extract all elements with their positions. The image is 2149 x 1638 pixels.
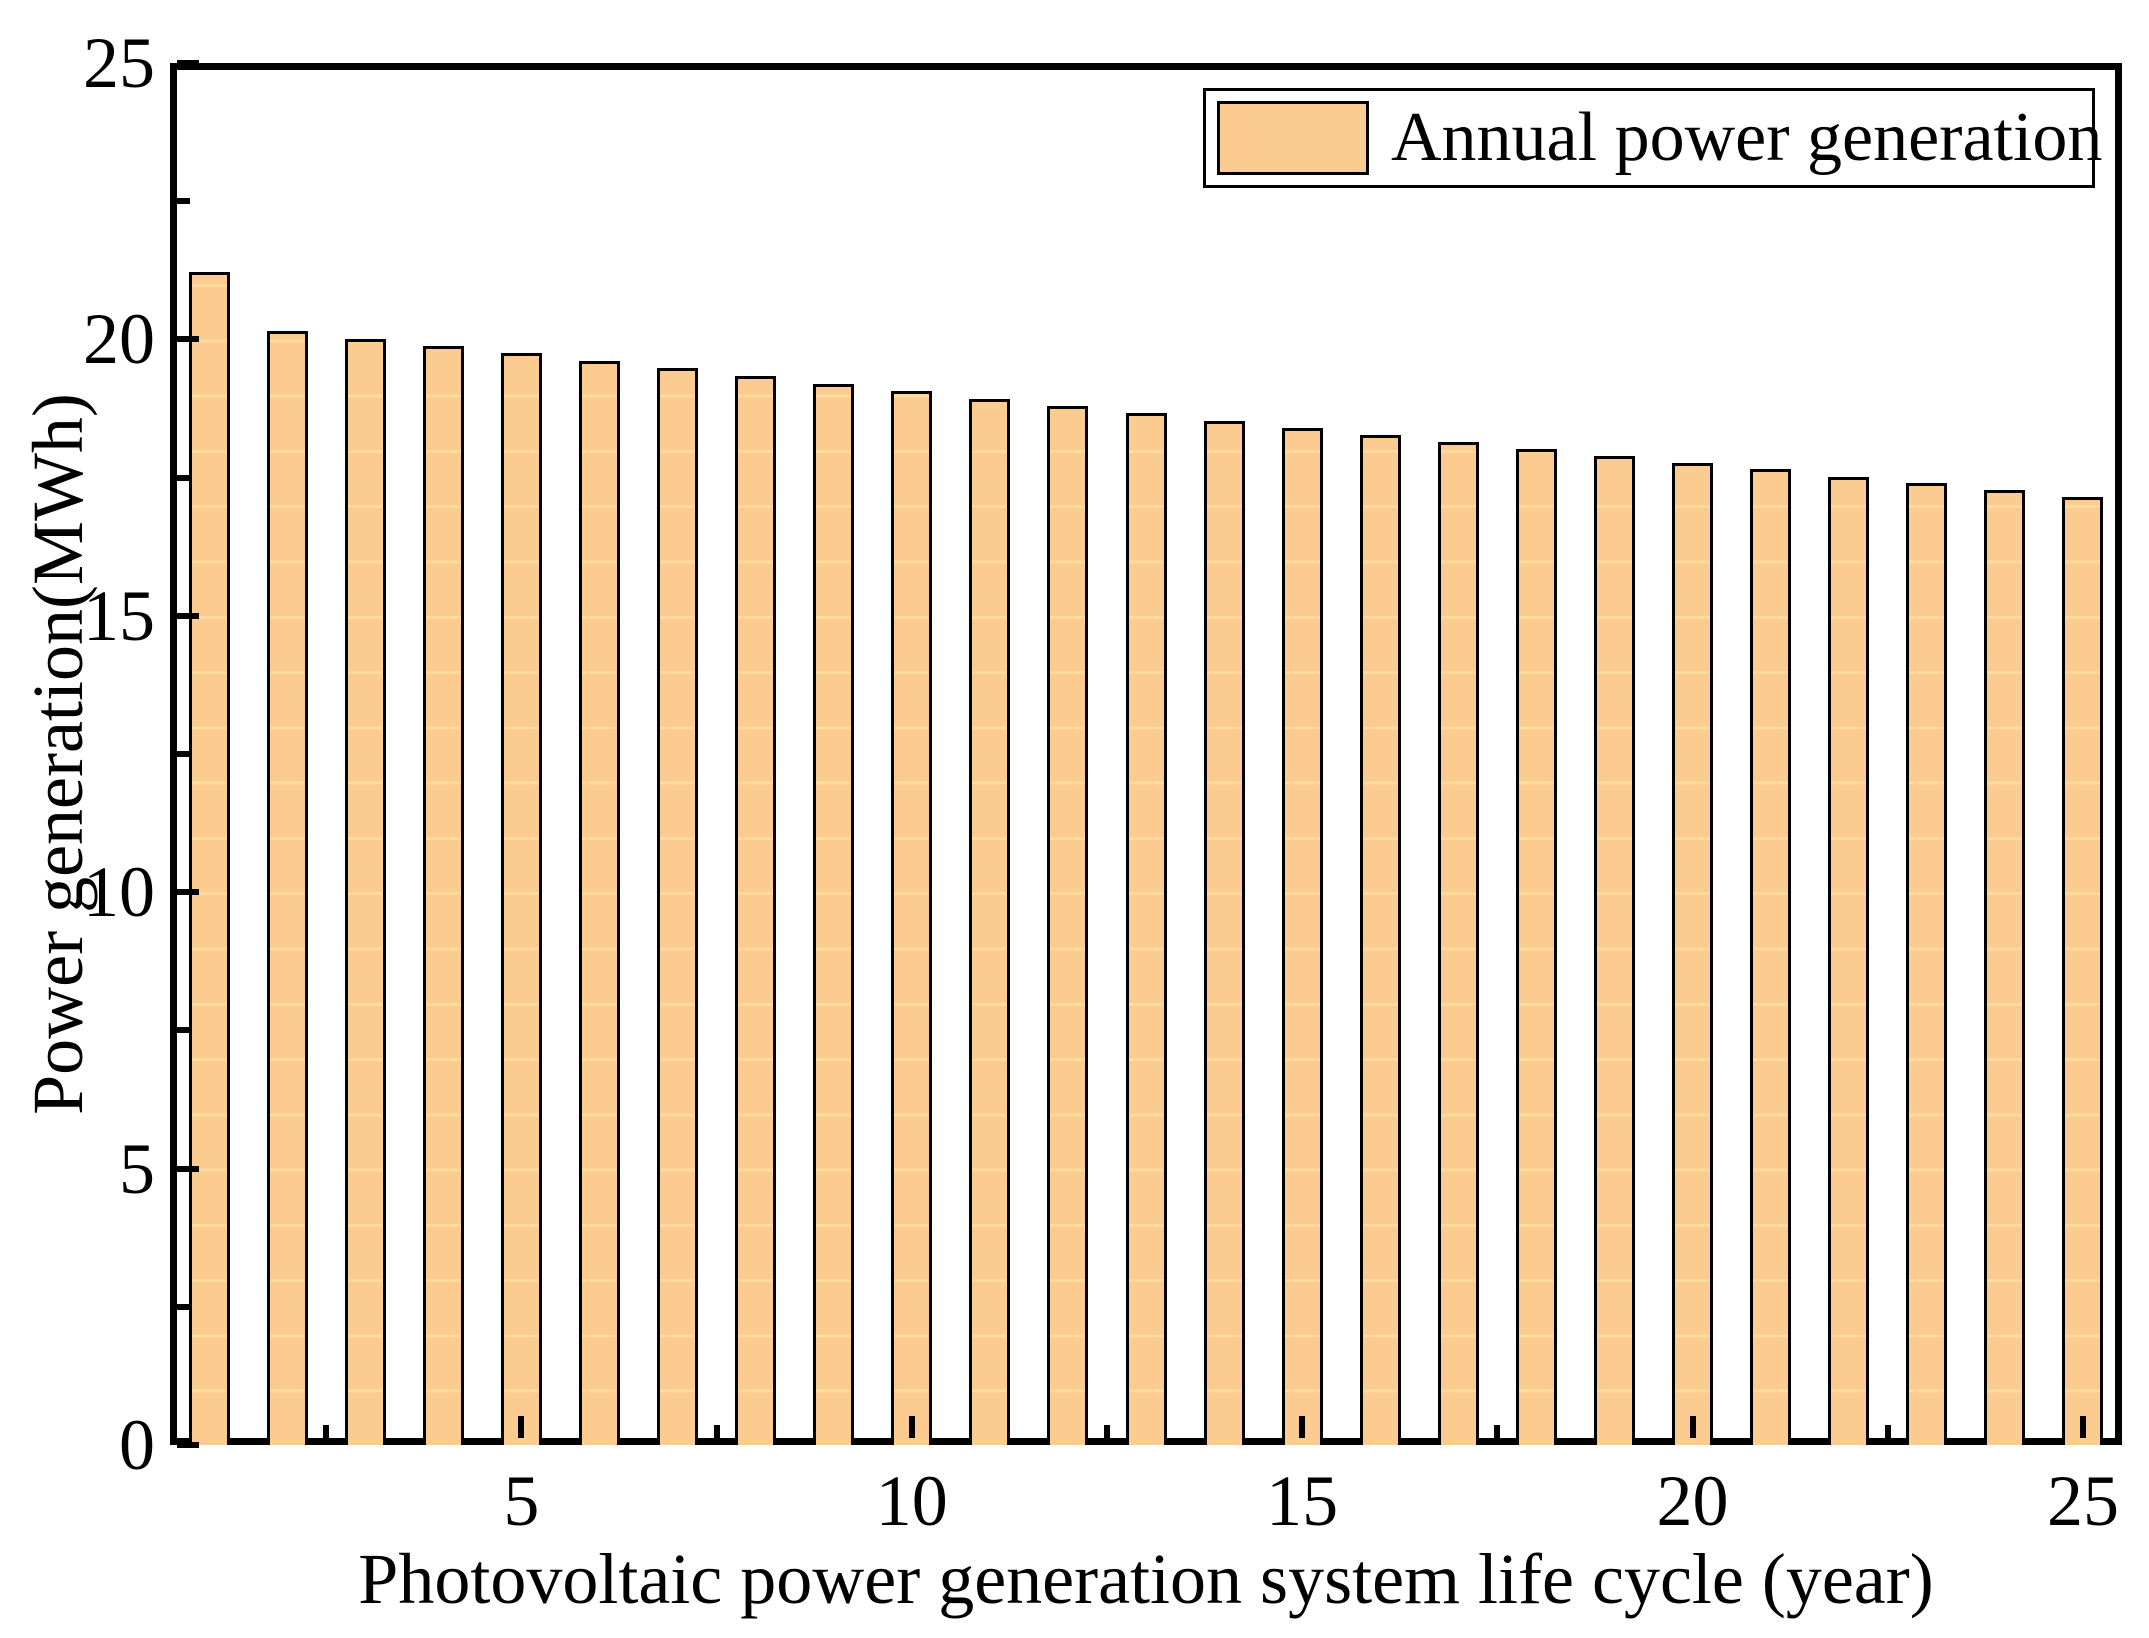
y-tick-label-10: 10 bbox=[83, 852, 155, 933]
bar-year-2 bbox=[266, 331, 308, 1445]
x-tick-label-15: 15 bbox=[1266, 1461, 1339, 1541]
bar-year-6 bbox=[578, 360, 620, 1445]
y-tick-label-20: 20 bbox=[83, 299, 155, 380]
bar-year-11 bbox=[969, 398, 1011, 1445]
x-minor-tick-7.5 bbox=[713, 1425, 720, 1438]
bar-year-17 bbox=[1437, 442, 1479, 1445]
x-major-tick-25 bbox=[2079, 1416, 2086, 1438]
x-tick-label-10: 10 bbox=[875, 1461, 948, 1541]
x-tick-label-20: 20 bbox=[1656, 1461, 1729, 1541]
bar-year-15 bbox=[1281, 427, 1323, 1445]
x-minor-tick-2.5 bbox=[323, 1425, 330, 1438]
bar-year-1 bbox=[188, 271, 230, 1445]
y-major-tick-10 bbox=[177, 889, 199, 896]
x-tick-label-5: 5 bbox=[503, 1461, 540, 1541]
y-major-tick-25 bbox=[177, 60, 199, 66]
x-minor-tick-22.5 bbox=[1884, 1425, 1891, 1438]
bar-year-21 bbox=[1750, 469, 1792, 1445]
x-major-tick-10 bbox=[908, 1416, 915, 1438]
y-minor-tick-17.5 bbox=[177, 474, 190, 481]
y-tick-label-5: 5 bbox=[119, 1128, 155, 1209]
y-major-tick-0 bbox=[177, 1442, 199, 1448]
bar-year-5 bbox=[500, 353, 542, 1445]
bar-year-19 bbox=[1593, 456, 1635, 1445]
x-minor-tick-12.5 bbox=[1103, 1425, 1110, 1438]
x-minor-tick-17.5 bbox=[1494, 1425, 1501, 1438]
y-tick-label-15: 15 bbox=[83, 575, 155, 656]
bar-year-13 bbox=[1125, 413, 1167, 1445]
bar-year-8 bbox=[735, 375, 777, 1445]
y-minor-tick-2.5 bbox=[177, 1303, 190, 1310]
bar-year-10 bbox=[891, 391, 933, 1445]
y-tick-label-25: 25 bbox=[83, 23, 155, 103]
bar-year-22 bbox=[1828, 476, 1870, 1445]
bar-year-20 bbox=[1672, 462, 1714, 1445]
bar-year-3 bbox=[344, 338, 386, 1445]
bar-year-18 bbox=[1515, 449, 1557, 1445]
bar-year-14 bbox=[1203, 420, 1245, 1445]
y-tick-label-0: 0 bbox=[119, 1405, 155, 1485]
y-axis-title: Power generation(MWh) bbox=[18, 393, 98, 1115]
x-major-tick-5 bbox=[518, 1416, 525, 1438]
x-tick-label-25: 25 bbox=[2046, 1461, 2119, 1541]
bar-year-25 bbox=[2062, 496, 2104, 1445]
y-major-tick-15 bbox=[177, 612, 199, 619]
y-major-tick-5 bbox=[177, 1165, 199, 1172]
bar-year-23 bbox=[1906, 483, 1948, 1445]
legend-swatch bbox=[1217, 101, 1369, 175]
legend-label: Annual power generation bbox=[1391, 99, 2103, 176]
bar-year-4 bbox=[422, 346, 464, 1445]
bar-year-7 bbox=[657, 368, 699, 1445]
plot-area bbox=[170, 60, 2122, 1448]
bar-year-12 bbox=[1047, 405, 1089, 1445]
bar-year-24 bbox=[1984, 490, 2026, 1445]
legend: Annual power generation bbox=[1203, 88, 2102, 188]
x-major-tick-15 bbox=[1299, 1416, 1306, 1438]
y-minor-tick-22.5 bbox=[177, 198, 190, 205]
y-major-tick-20 bbox=[177, 336, 199, 343]
bar-year-9 bbox=[813, 383, 855, 1445]
y-minor-tick-7.5 bbox=[177, 1027, 190, 1034]
x-major-tick-20 bbox=[1689, 1416, 1696, 1438]
y-minor-tick-12.5 bbox=[177, 751, 190, 757]
bar-year-16 bbox=[1359, 435, 1401, 1445]
x-axis-title: Photovoltaic power generation system lif… bbox=[358, 1539, 1934, 1619]
